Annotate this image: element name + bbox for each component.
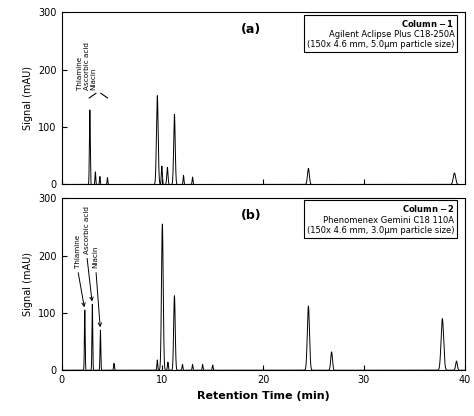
Y-axis label: Signal (mAU): Signal (mAU) — [23, 67, 33, 131]
Text: Ascorbic acid: Ascorbic acid — [83, 206, 90, 254]
Text: Thiamine: Thiamine — [77, 57, 83, 90]
Text: (b): (b) — [241, 208, 261, 222]
Text: $\bf{Column-1}$
Agilent Aclipse Plus C18-250A
(150x 4.6 mm, 5.0μm particle size): $\bf{Column-1}$ Agilent Aclipse Plus C18… — [307, 17, 455, 50]
Text: Niacin: Niacin — [91, 67, 96, 90]
X-axis label: Retention Time (min): Retention Time (min) — [197, 391, 329, 401]
Text: (a): (a) — [241, 23, 261, 36]
Text: Ascorbic acid: Ascorbic acid — [84, 42, 91, 90]
Text: Thiamine: Thiamine — [74, 235, 81, 268]
Text: $\bf{Column-2}$
Phenomenex Gemini C18 110A
(150x 4.6 mm, 3.0μm particle size): $\bf{Column-2}$ Phenomenex Gemini C18 11… — [307, 203, 455, 235]
Y-axis label: Signal (mAU): Signal (mAU) — [23, 252, 33, 316]
Text: Niacin: Niacin — [92, 246, 99, 268]
